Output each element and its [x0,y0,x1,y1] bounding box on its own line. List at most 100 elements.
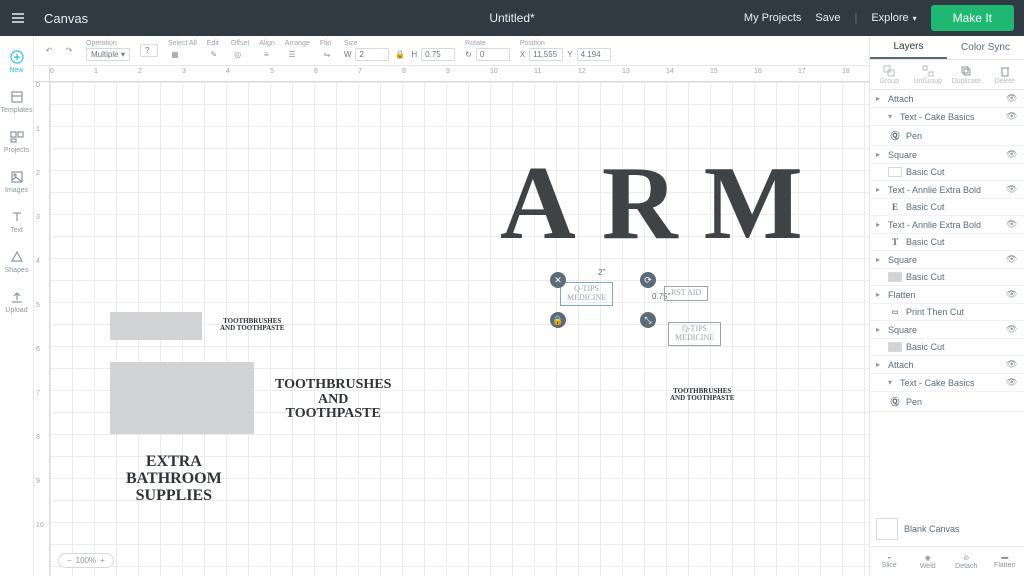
slice-button[interactable]: ◒Slice [870,547,909,576]
new-button[interactable]: New [0,42,34,80]
canvas[interactable]: ARM TOOTHBRUSHES AND TOOTHPASTE TOOTHBRU… [50,82,869,576]
blank-canvas-label: Blank Canvas [904,524,960,534]
rotate-group: Rotate ↻0 [465,40,510,61]
upload-button[interactable]: Upload [0,282,34,320]
canvas-rect-2[interactable] [110,362,254,434]
tab-layers[interactable]: Layers [870,36,947,59]
group-button[interactable]: Group [870,60,909,89]
layer-row[interactable]: ▸Attach👁 [870,90,1024,108]
layer-row[interactable]: Basic Cut [870,339,1024,356]
zoom-in-icon[interactable]: + [100,556,105,565]
canvas-selected-qtips[interactable]: Q-TIPS MEDICINE [560,282,613,306]
redo-icon[interactable]: ↷ [62,44,76,58]
selection-handle-close-icon[interactable]: ✕ [550,272,566,288]
layer-row[interactable]: Basic Cut [870,269,1024,286]
delete-button[interactable]: Delete [986,60,1024,89]
text-button[interactable]: Text [0,202,34,240]
duplicate-button[interactable]: Duplicate [947,60,986,89]
layer-row[interactable]: ▭Print Then Cut [870,304,1024,321]
selection-handle-resize-icon[interactable]: ⤡ [640,312,656,328]
canvas-text-extra-bathroom[interactable]: EXTRA BATHROOM SUPPLIES [126,454,222,504]
layer-row[interactable]: ▸Text - Annlie Extra Bold👁 [870,181,1024,199]
canvas-rect-1[interactable] [110,312,202,340]
ruler-horizontal: 0123456789101112131415161718 [50,66,869,82]
align-icon[interactable]: ≡ [259,48,273,62]
zoom-value: 100% [76,556,96,565]
canvas-text-toothbrushes-sm2[interactable]: TOOTHBRUSHES AND TOOTHPASTE [670,388,734,403]
edit-icon[interactable]: ✎ [207,48,221,62]
x-input[interactable]: 11.555 [529,48,563,61]
height-input[interactable]: 0.75 [421,48,455,61]
layer-row[interactable]: ⓆPen [870,126,1024,146]
arrange-label: Arrange [285,40,310,47]
templates-button[interactable]: Templates [0,82,34,120]
center-area: ↶ ↷ Operation Multiple▾ ? Select All▦ Ed… [34,36,869,576]
flatten-button[interactable]: ▬Flatten [986,547,1024,576]
document-title[interactable]: Untitled* [489,11,534,25]
layer-row[interactable]: ▸Square👁 [870,146,1024,164]
shapes-button[interactable]: Shapes [0,242,34,280]
lock-aspect-icon[interactable]: 🔒 [393,48,407,62]
layer-row[interactable]: ▸Square👁 [870,321,1024,339]
arrange-icon[interactable]: ☰ [285,48,299,62]
canvas-text-qtips2[interactable]: Q-TIPS MEDICINE [668,322,721,346]
color-swatch-select[interactable]: ? [140,44,158,57]
make-it-button[interactable]: Make It [931,5,1014,31]
operation-select[interactable]: Multiple▾ [86,48,130,61]
width-input[interactable]: 2 [355,48,389,61]
selection-handle-rotate-icon[interactable]: ⟳ [640,272,656,288]
canvas-text-arm[interactable]: ARM [500,142,829,263]
zoom-out-icon[interactable]: − [67,556,72,565]
canvas-wrap: 0123456789101112131415161718 01234567891… [34,66,869,576]
explore-dropdown[interactable]: Explore▾ [871,12,916,24]
select-all-icon[interactable]: ▦ [168,48,182,62]
top-bar: Canvas Untitled* My Projects Save | Expl… [0,0,1024,36]
rotate-input[interactable]: 0 [476,48,510,61]
align-label: Align [259,40,275,47]
blank-canvas-row[interactable]: Blank Canvas [870,512,1024,546]
layer-row[interactable]: ▾Text - Cake Basics👁 [870,108,1024,126]
my-projects-link[interactable]: My Projects [744,12,801,24]
flip-icon[interactable]: ⇋ [320,48,334,62]
images-button[interactable]: Images [0,162,34,200]
tab-color-sync[interactable]: Color Sync [947,36,1024,59]
separator: | [854,12,857,24]
bottom-actions: ◒Slice ◉Weld ⊘Detach ▬Flatten [870,546,1024,576]
selection-width-label: 2" [598,268,605,277]
canvas-text-toothbrushes-sm1[interactable]: TOOTHBRUSHES AND TOOTHPASTE [220,318,284,333]
ungroup-button[interactable]: UnGroup [909,60,948,89]
layer-row[interactable]: ⓆPen [870,392,1024,412]
zoom-control[interactable]: − 100% + [58,553,114,568]
canvas-text-first-aid[interactable]: RST AID [664,286,708,301]
options-bar: ↶ ↷ Operation Multiple▾ ? Select All▦ Ed… [34,36,869,66]
edit-label: Edit [207,40,221,47]
ruler-corner [34,66,50,82]
app-title: Canvas [44,11,88,26]
layer-list[interactable]: ▸Attach👁▾Text - Cake Basics👁ⓆPen▸Square👁… [870,90,1024,512]
left-toolbar: New Templates Projects Images Text Shape… [0,36,34,576]
menu-icon[interactable] [0,10,36,26]
selection-handle-lock-icon[interactable]: 🔒 [550,312,566,328]
layer-row[interactable]: TBasic Cut [870,234,1024,251]
blank-canvas-swatch [876,518,898,540]
flip-label: Flip [320,40,334,47]
layer-row[interactable]: ▸Square👁 [870,251,1024,269]
layer-actions: Group UnGroup Duplicate Delete [870,60,1024,90]
layer-row[interactable]: ▸Flatten👁 [870,286,1024,304]
detach-button[interactable]: ⊘Detach [947,547,986,576]
save-link[interactable]: Save [815,12,840,24]
layer-row[interactable]: EBasic Cut [870,199,1024,216]
layer-row[interactable]: Basic Cut [870,164,1024,181]
layer-row[interactable]: ▸Text - Annlie Extra Bold👁 [870,216,1024,234]
canvas-text-toothbrushes-md[interactable]: TOOTHBRUSHES AND TOOTHPASTE [275,378,391,422]
position-group: Position X11.555 Y4.194 [520,40,611,61]
weld-button[interactable]: ◉Weld [909,547,948,576]
projects-button[interactable]: Projects [0,122,34,160]
layer-row[interactable]: ▸Attach👁 [870,356,1024,374]
undo-icon[interactable]: ↶ [42,44,56,58]
size-group: Size W2 🔒 H0.75 [344,40,455,62]
offset-icon[interactable]: ◎ [231,48,245,62]
offset-label: Offset [231,40,250,47]
y-input[interactable]: 4.194 [577,48,611,61]
layer-row[interactable]: ▾Text - Cake Basics👁 [870,374,1024,392]
